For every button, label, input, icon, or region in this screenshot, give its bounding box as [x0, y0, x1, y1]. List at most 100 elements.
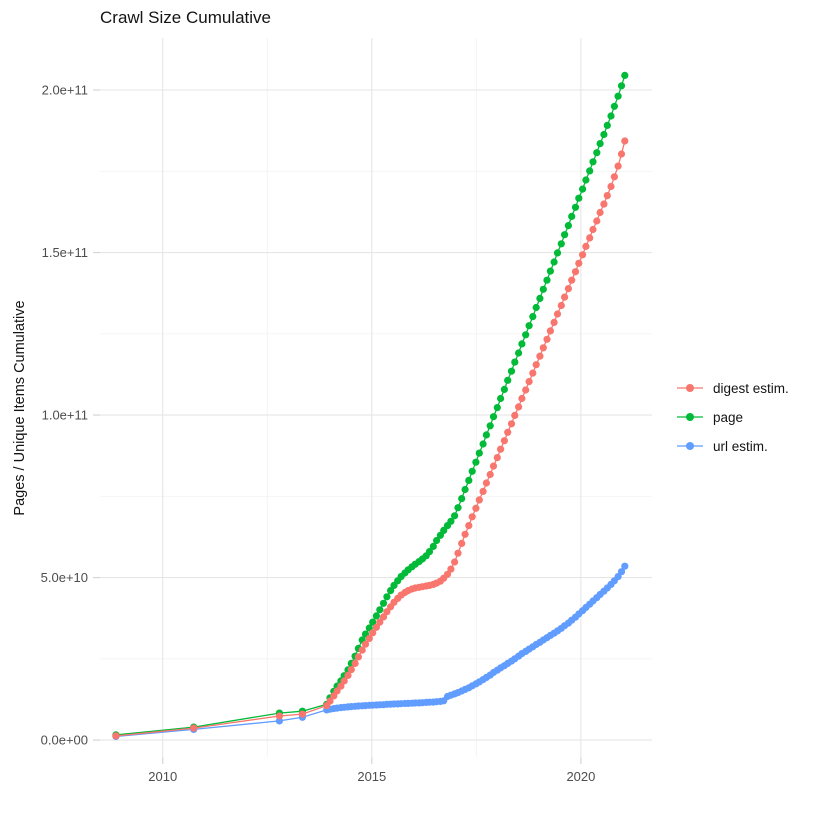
- data-point: [539, 344, 547, 352]
- data-point: [112, 732, 120, 740]
- data-point: [482, 479, 490, 487]
- y-axis-tick-label: 1.5e+11: [42, 245, 88, 260]
- data-point: [458, 495, 466, 503]
- data-point: [536, 352, 544, 360]
- data-point: [536, 294, 544, 302]
- line-dot-key-icon: [677, 442, 703, 450]
- data-point: [379, 613, 388, 621]
- data-point: [340, 677, 348, 685]
- y-axis-tick-label: 5.0e+10: [41, 570, 88, 585]
- data-point: [486, 422, 494, 430]
- data-point: [515, 349, 523, 357]
- data-point: [593, 217, 601, 225]
- data-point: [361, 640, 370, 648]
- data-point: [369, 618, 377, 626]
- data-point: [500, 385, 508, 393]
- data-point: [543, 276, 551, 284]
- data-point: [575, 259, 583, 267]
- data-point: [571, 203, 580, 211]
- data-point: [372, 612, 380, 620]
- y-axis-title: Pages / Unique Items Cumulative: [12, 300, 28, 516]
- data-point: [465, 476, 473, 484]
- data-point: [582, 242, 590, 250]
- data-point: [479, 487, 487, 495]
- data-point: [586, 234, 594, 242]
- data-point: [564, 285, 573, 293]
- data-point: [493, 454, 501, 462]
- legend-item-page: page: [676, 407, 789, 427]
- data-point: [529, 313, 537, 321]
- data-point: [561, 231, 569, 239]
- data-point: [475, 496, 483, 504]
- data-point: [557, 240, 565, 248]
- data-point: [571, 268, 580, 276]
- data-point: [461, 530, 469, 538]
- data-point: [600, 130, 608, 139]
- data-point: [190, 724, 198, 732]
- data-point: [461, 485, 469, 494]
- x-axis-tick-label: 2010: [148, 769, 177, 784]
- data-point: [511, 358, 519, 366]
- data-point: [617, 568, 626, 576]
- data-point: [529, 369, 537, 377]
- y-axis-tick-label: 2.0e+11: [42, 83, 88, 98]
- data-point: [497, 445, 505, 453]
- data-point: [344, 671, 352, 680]
- data-point: [347, 666, 355, 674]
- data-point: [451, 558, 459, 566]
- data-point: [454, 549, 462, 557]
- data-point: [525, 378, 533, 386]
- data-point: [561, 293, 569, 301]
- data-point: [429, 542, 437, 551]
- data-point: [387, 587, 395, 595]
- data-point: [447, 565, 455, 573]
- data-point: [383, 593, 391, 601]
- data-point: [525, 322, 533, 330]
- data-point: [479, 440, 487, 448]
- legend: digest estim. page url estim.: [676, 378, 789, 456]
- data-point: [482, 431, 490, 439]
- data-point: [337, 682, 345, 690]
- data-point: [575, 194, 583, 202]
- data-point: [596, 208, 604, 217]
- data-point: [603, 192, 611, 200]
- data-point: [621, 562, 629, 570]
- legend-item-digest-estim-: digest estim.: [676, 378, 789, 398]
- data-point: [539, 285, 547, 293]
- data-point: [515, 403, 523, 411]
- data-point: [518, 394, 526, 403]
- data-point: [326, 697, 334, 705]
- data-point: [507, 420, 516, 428]
- data-point: [383, 608, 391, 616]
- data-point: [489, 413, 498, 421]
- y-axis-tick-label: 1.0e+11: [42, 408, 88, 423]
- data-point: [298, 710, 306, 718]
- data-point: [507, 367, 516, 375]
- data-point: [546, 327, 555, 335]
- data-point: [546, 267, 555, 275]
- legend-label: url estim.: [713, 438, 768, 454]
- data-point: [586, 167, 594, 175]
- x-axis-tick-label: 2020: [566, 769, 595, 784]
- data-point: [486, 470, 494, 479]
- data-point: [433, 536, 441, 545]
- data-point: [472, 458, 480, 466]
- data-point: [472, 504, 480, 512]
- data-point: [610, 102, 619, 110]
- data-point: [500, 437, 508, 445]
- data-point: [593, 149, 601, 157]
- data-point: [351, 659, 359, 668]
- data-point: [614, 92, 622, 100]
- data-point: [621, 71, 629, 79]
- data-point: [589, 225, 597, 234]
- data-point: [454, 504, 462, 512]
- data-point: [451, 512, 459, 520]
- data-point: [443, 570, 452, 578]
- data-point: [610, 173, 619, 181]
- data-point: [465, 522, 473, 530]
- data-point: [447, 517, 455, 525]
- data-point: [579, 185, 587, 193]
- data-point: [532, 361, 540, 369]
- data-point: [607, 182, 615, 191]
- data-point: [614, 162, 622, 170]
